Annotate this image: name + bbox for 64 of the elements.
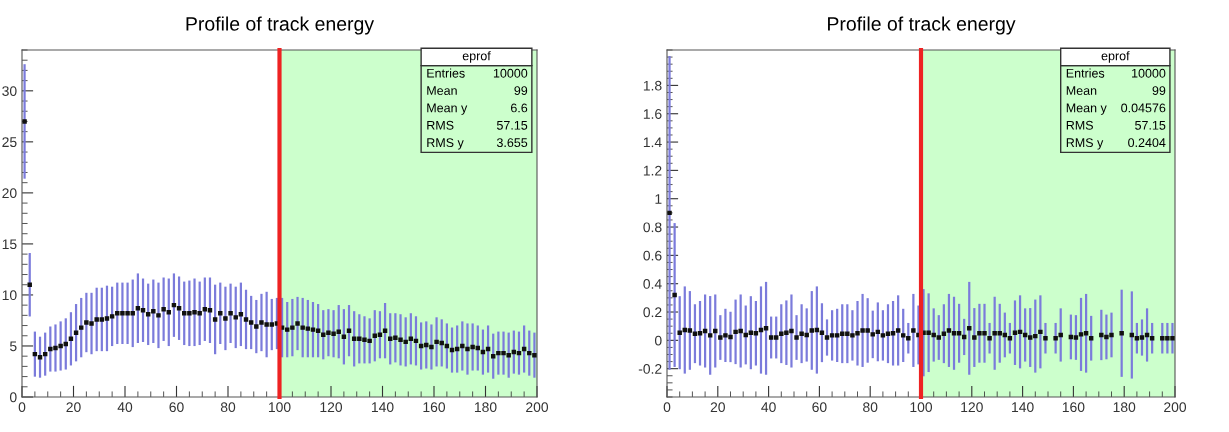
annotation: eprof	[462, 51, 491, 63]
x-tick-label: 20	[66, 402, 81, 413]
annotation: RMS	[427, 120, 454, 130]
annotation: eprof	[1101, 51, 1130, 63]
annotation: Mean y	[1066, 103, 1107, 115]
annotation: 3.655	[496, 138, 528, 148]
y-tick-label: 1.6	[643, 109, 662, 119]
y-tick-label: 1.8	[643, 80, 662, 91]
y-tick-label: 30	[2, 86, 17, 96]
annotation: Mean	[1066, 86, 1097, 95]
x-tick-label: 180	[1113, 402, 1136, 413]
x-tick-label: 120	[961, 402, 983, 413]
y-tick-label: 1.2	[643, 165, 662, 176]
x-tick-label: 40	[761, 402, 776, 413]
y-tick-label: 15	[2, 239, 17, 250]
x-tick-label: 0	[18, 402, 26, 413]
x-tick-label: 200	[526, 402, 549, 413]
x-tick-label: 160	[1062, 402, 1085, 413]
annotation: 10000	[493, 68, 528, 78]
y-tick-label: 1	[655, 194, 662, 204]
y-tick-label: 0.2	[643, 307, 662, 318]
x-tick-label: 80	[220, 402, 236, 413]
x-tick-label: 80	[863, 402, 878, 413]
annotation: Mean y	[427, 103, 468, 115]
y-tick-label: 20	[2, 188, 17, 199]
y-tick-label: 0.4	[643, 279, 662, 289]
y-tick-label: -0.2	[638, 364, 662, 374]
x-tick-label: 100	[910, 402, 933, 413]
annotation: RMS y	[427, 138, 464, 150]
annotation: 99	[514, 86, 528, 95]
y-tick-label: 1.4	[643, 137, 662, 148]
chart-title: Profile of track energy	[828, 16, 1016, 35]
x-tick-label: 200	[1164, 402, 1187, 413]
x-tick-label: 160	[423, 402, 446, 413]
annotation: RMS y	[1066, 138, 1104, 150]
annotation: RMS	[1066, 120, 1093, 130]
annotation: Entries	[427, 68, 465, 78]
x-tick-label: 20	[710, 402, 725, 413]
x-tick-label: 60	[169, 402, 184, 413]
y-tick-label: 0	[654, 335, 662, 346]
y-tick-label: 0.8	[643, 222, 662, 233]
chart-title: Profile of track energy	[186, 16, 375, 35]
annotation: 6.6	[510, 103, 528, 113]
y-tick-label: 0.6	[643, 250, 662, 261]
y-tick-label: 25	[2, 137, 17, 148]
x-tick-label: 100	[268, 402, 291, 413]
x-tick-label: 140	[371, 402, 394, 413]
annotation: Entries	[1066, 68, 1105, 78]
x-tick-label: 40	[117, 402, 133, 413]
x-tick-label: 120	[320, 402, 343, 413]
annotation: Mean	[427, 86, 457, 95]
x-tick-label: 60	[812, 402, 827, 413]
annotation: 57.15	[1135, 120, 1166, 130]
y-tick-label: 0	[9, 392, 17, 403]
y-tick-label: 5	[9, 341, 17, 352]
annotation: 10000	[1132, 68, 1166, 78]
x-tick-label: 0	[663, 402, 671, 413]
y-tick-label: 10	[2, 290, 17, 301]
x-tick-label: 140	[1012, 402, 1034, 413]
annotation: 57.15	[496, 120, 528, 130]
x-tick-label: 180	[474, 402, 497, 413]
annotation: 0.2404	[1128, 138, 1166, 148]
annotation: 99	[1152, 86, 1166, 95]
annotation: 0.04576	[1121, 103, 1166, 113]
